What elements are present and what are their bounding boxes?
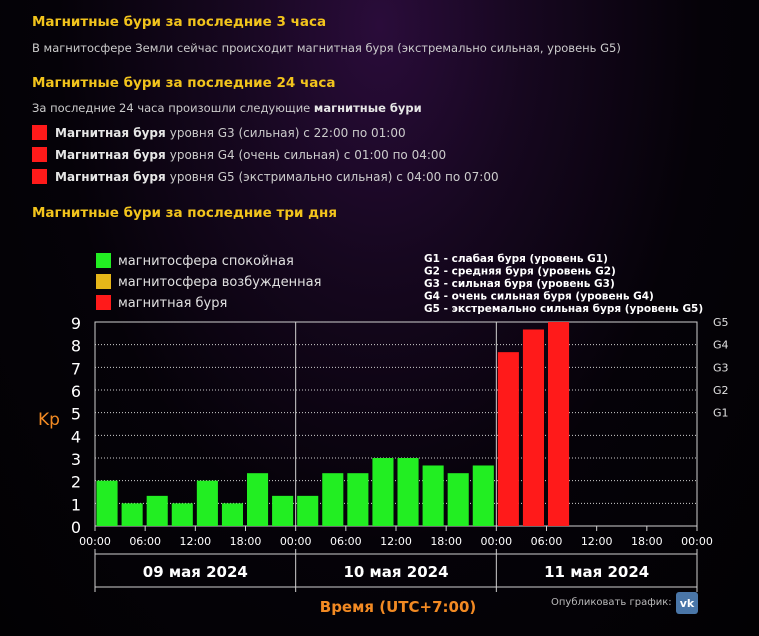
publish-label: Опубликовать график:: [551, 597, 672, 608]
intro-24h: За последние 24 часа произошли следующие…: [32, 101, 422, 115]
x-tick-label: 06:00: [531, 535, 563, 548]
kp-bar: [196, 480, 218, 526]
kp-bar: [548, 322, 570, 526]
x-tick-label: 18:00: [631, 535, 663, 548]
kp-bar: [522, 329, 544, 526]
legend-swatch: [96, 253, 111, 268]
kp-bar: [497, 352, 519, 526]
kp-bar: [171, 503, 193, 526]
y-tick-label: 1: [71, 495, 81, 514]
x-tick-label: 00:00: [79, 535, 111, 548]
g-legend-item: G5 - экстремально сильная буря (уровень …: [424, 303, 703, 315]
g-axis-label: G3: [713, 361, 729, 374]
kp-bar: [221, 503, 243, 526]
x-tick-label: 06:00: [330, 535, 362, 548]
storm-item: Магнитная буря уровня G3 (сильная) с 22:0…: [32, 125, 406, 140]
g-legend-item: G1 - слабая буря (уровень G1): [424, 253, 608, 265]
g-legend-item: G4 - очень сильная буря (уровень G4): [424, 291, 654, 303]
kp-bar: [96, 480, 118, 526]
status-3h-text: В магнитосфере Земли сейчас происходит м…: [32, 41, 621, 55]
day-label: 11 мая 2024: [544, 563, 649, 581]
y-tick-label: 5: [71, 405, 81, 424]
y-tick-label: 8: [71, 337, 81, 356]
legend-label: магнитосфера возбужденная: [118, 275, 321, 290]
kp-bar: [121, 503, 143, 526]
day-label: 10 мая 2024: [343, 563, 448, 581]
day-label: 09 мая 2024: [143, 563, 248, 581]
kp-bar: [422, 465, 444, 526]
g-axis-label: G2: [713, 384, 729, 397]
vk-icon[interactable]: vk: [676, 592, 698, 614]
x-tick-label: 06:00: [129, 535, 161, 548]
kp-bar: [397, 458, 419, 526]
g-axis-label: G4: [713, 339, 729, 352]
g-legend-item: G3 - сильная буря (уровень G3): [424, 278, 615, 290]
g-axis-label: G5: [713, 316, 729, 329]
x-tick-label: 12:00: [581, 535, 613, 548]
x-tick-label: 00:00: [681, 535, 713, 548]
y-tick-label: 3: [71, 450, 81, 469]
y-tick-label: 6: [71, 382, 81, 401]
g-legend-item: G2 - средняя буря (уровень G2): [424, 266, 616, 278]
storm-item: Магнитная буря уровня G5 (экстримально си…: [32, 169, 499, 184]
legend-label: магнитная буря: [118, 296, 227, 311]
legend-label: магнитосфера спокойная: [118, 254, 294, 269]
storm-color-square: [32, 147, 47, 162]
x-tick-label: 00:00: [280, 535, 312, 548]
y-axis-label: Kp: [38, 410, 60, 430]
g-axis-label: G1: [713, 407, 729, 420]
title-24h: Магнитные бури за последние 24 часа: [32, 75, 336, 91]
x-tick-label: 18:00: [230, 535, 262, 548]
storm-item: Магнитная буря уровня G4 (очень сильная) …: [32, 147, 446, 162]
x-tick-label: 12:00: [380, 535, 412, 548]
legend-swatch: [96, 274, 111, 289]
y-tick-label: 4: [71, 427, 81, 446]
kp-bar: [347, 473, 369, 526]
kp-bar: [247, 473, 269, 526]
storm-color-square: [32, 125, 47, 140]
plot-frame: [94, 321, 698, 527]
y-tick-label: 2: [71, 473, 81, 492]
legend-swatch: [96, 295, 111, 310]
title-3days: Магнитные бури за последние три дня: [32, 205, 338, 221]
kp-bar: [372, 458, 394, 526]
y-tick-label: 9: [71, 314, 81, 333]
kp-bar: [447, 473, 469, 526]
title-3h: Магнитные бури за последние 3 часа: [32, 14, 327, 30]
kp-bar: [297, 495, 319, 526]
kp-bar: [472, 465, 494, 526]
kp-bar: [146, 495, 168, 526]
x-tick-label: 00:00: [480, 535, 512, 548]
x-tick-label: 12:00: [179, 535, 211, 548]
storm-color-square: [32, 169, 47, 184]
x-tick-label: 18:00: [430, 535, 462, 548]
kp-bar: [322, 473, 344, 526]
x-axis-label: Время (UTC+7:00): [320, 598, 476, 616]
y-tick-label: 7: [71, 359, 81, 378]
kp-bar: [272, 495, 294, 526]
y-tick-label: 0: [71, 518, 81, 537]
